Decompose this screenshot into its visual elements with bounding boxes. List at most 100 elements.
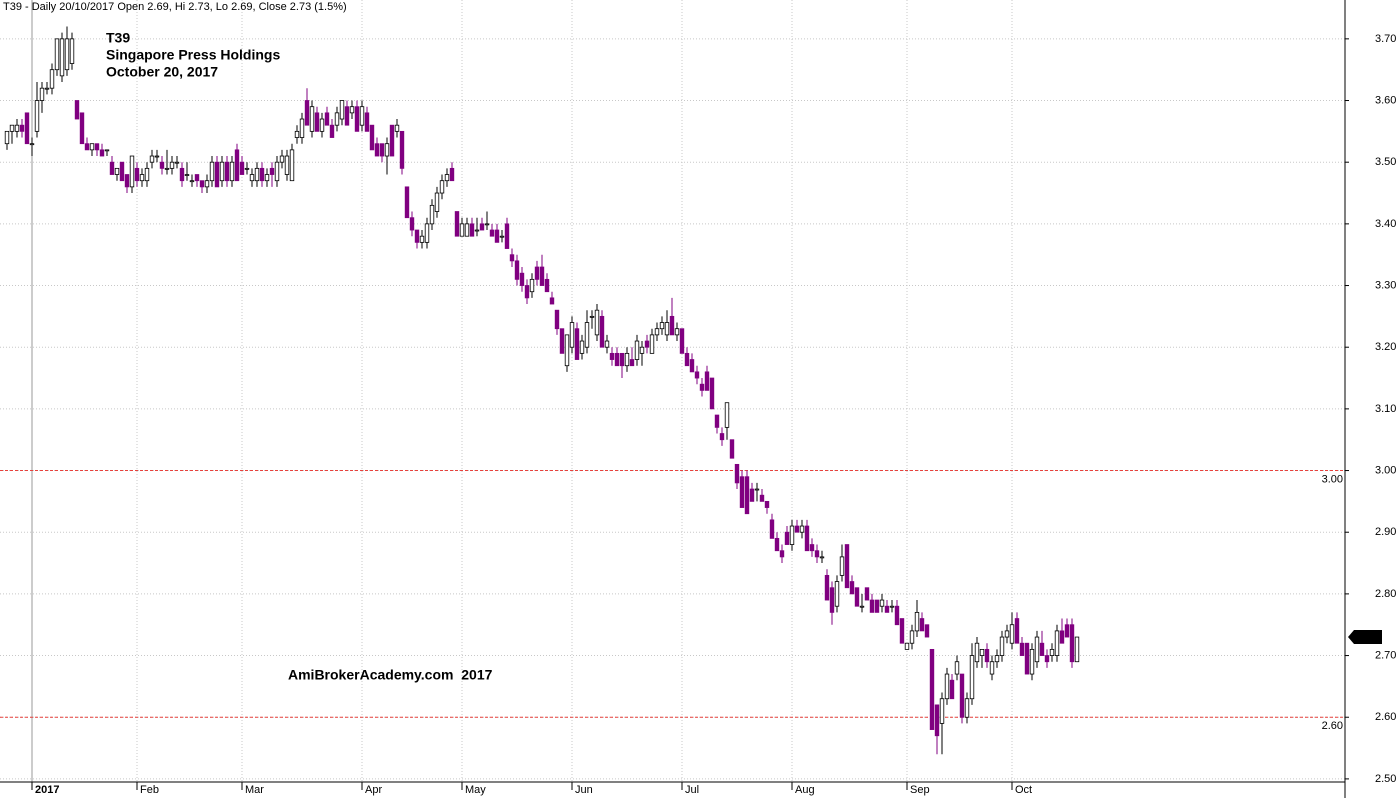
- candle-body: [244, 167, 250, 170]
- y-tick-label: 3.60: [1375, 94, 1396, 106]
- candle-body: [569, 322, 575, 348]
- candles: [4, 26, 1080, 755]
- candle-body: [999, 636, 1005, 656]
- candle-body: [384, 143, 390, 157]
- x-tick-label: Jul: [685, 784, 699, 796]
- candle-body: [49, 69, 55, 89]
- candle-body: [799, 525, 805, 533]
- candle-body: [859, 605, 865, 608]
- candle-body: [154, 155, 160, 158]
- candle-body: [984, 648, 990, 663]
- x-tick-label: Jun: [575, 784, 593, 796]
- candle-body: [34, 100, 40, 132]
- candle-body: [204, 180, 210, 188]
- y-tick-label: 2.60: [1375, 711, 1396, 723]
- candle-body: [744, 476, 750, 515]
- candle-body: [1004, 630, 1010, 638]
- candle-body: [319, 118, 325, 132]
- candle-body: [9, 124, 15, 132]
- candle-body: [904, 642, 910, 650]
- candle-body: [414, 229, 420, 243]
- candle-body: [459, 223, 465, 237]
- candle-body: [464, 223, 470, 237]
- grid: [0, 0, 1345, 782]
- candle-body: [114, 167, 120, 175]
- candle-body: [794, 525, 800, 533]
- y-tick-label: 2.70: [1375, 649, 1396, 661]
- candle-body: [954, 661, 960, 675]
- candle-body: [299, 118, 305, 138]
- candle-body: [664, 322, 670, 336]
- candle-body: [399, 130, 405, 169]
- candle-body: [1054, 630, 1060, 656]
- candle-body: [134, 167, 140, 182]
- candle-body: [209, 161, 215, 182]
- candle-body: [54, 38, 60, 71]
- candle-body: [769, 519, 775, 539]
- candle-body: [1044, 655, 1050, 663]
- y-tick-label: 3.50: [1375, 156, 1396, 168]
- candle-body: [709, 377, 715, 410]
- candle-body: [39, 87, 45, 101]
- candle-body: [1014, 618, 1020, 644]
- candle-body: [379, 143, 385, 157]
- candle-body: [589, 315, 595, 318]
- candle-body: [739, 476, 745, 508]
- candle-body: [354, 106, 360, 132]
- candle-body: [644, 340, 650, 348]
- candle-body: [1034, 636, 1040, 663]
- candle-body: [989, 661, 995, 675]
- candle-body: [189, 180, 195, 183]
- candle-body: [159, 161, 165, 169]
- candle-body: [149, 155, 155, 163]
- candle-body: [1059, 630, 1065, 644]
- candle-body: [184, 174, 190, 176]
- candle-body: [614, 352, 620, 367]
- candle-body: [104, 149, 110, 152]
- candle-body: [1039, 642, 1045, 656]
- candle-body: [19, 124, 25, 132]
- candle-body: [964, 698, 970, 718]
- candle-body: [574, 328, 580, 360]
- candle-body: [909, 630, 915, 644]
- candle-body: [924, 624, 930, 638]
- candle-body: [349, 106, 355, 114]
- candle-body: [144, 167, 150, 182]
- candle-body: [864, 587, 870, 601]
- candle-body: [84, 143, 90, 151]
- candle-body: [409, 217, 415, 231]
- last-price-tag: [1348, 630, 1382, 645]
- candle-body: [389, 124, 395, 157]
- candle-body: [944, 673, 950, 700]
- y-tick-label: 2.50: [1375, 773, 1396, 785]
- candle-body: [779, 550, 785, 558]
- candle-body: [714, 414, 720, 428]
- candle-body: [524, 285, 530, 299]
- candle-body: [844, 544, 850, 589]
- candle-body: [584, 322, 590, 348]
- candle-body: [304, 100, 310, 126]
- candle-body: [174, 161, 180, 164]
- candle-body: [994, 655, 1000, 663]
- candle-body: [404, 186, 410, 219]
- reference-label: 2.60: [1322, 720, 1343, 732]
- candle-body: [224, 161, 230, 182]
- candle-body: [24, 112, 30, 145]
- candle-body: [514, 260, 520, 280]
- candle-body: [629, 359, 635, 367]
- candle-body: [474, 229, 480, 232]
- candle-body: [654, 328, 660, 336]
- candle-body: [89, 143, 95, 151]
- candle-body: [534, 266, 540, 280]
- candle-body: [879, 599, 885, 607]
- candle-body: [554, 309, 560, 330]
- candle-body: [919, 618, 925, 632]
- candle-body: [969, 655, 975, 700]
- candle-body: [914, 611, 920, 632]
- reference-label: 3.00: [1322, 473, 1343, 485]
- candle-body: [99, 149, 105, 157]
- y-tick-label: 3.40: [1375, 218, 1396, 230]
- candle-body: [59, 38, 65, 77]
- candle-body: [364, 112, 370, 132]
